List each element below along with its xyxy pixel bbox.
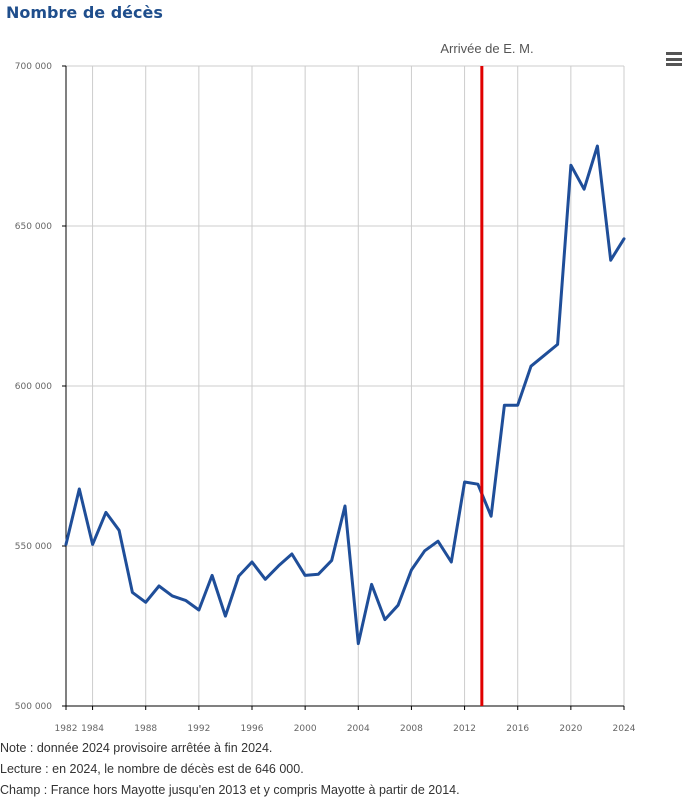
y-tick-label: 700 000 bbox=[15, 62, 52, 72]
em-arrival-label: Arrivée de E. M. bbox=[440, 41, 533, 56]
hamburger-menu-icon[interactable] bbox=[666, 52, 684, 68]
note-text: Note : donnée 2024 provisoire arrêtée à … bbox=[0, 741, 273, 755]
y-tick-label: 550 000 bbox=[15, 542, 52, 552]
chart-title: Nombre de décès bbox=[6, 3, 163, 22]
deaths-series-line bbox=[64, 144, 626, 646]
x-tick-label: 1984 bbox=[81, 724, 104, 734]
x-tick-label: 2012 bbox=[453, 724, 476, 734]
x-tick-label: 2016 bbox=[506, 724, 529, 734]
x-tick-label: 2004 bbox=[347, 724, 370, 734]
x-tick-label: 1996 bbox=[241, 724, 264, 734]
x-tick-label: 2008 bbox=[400, 724, 423, 734]
y-tick-label: 500 000 bbox=[15, 702, 52, 712]
y-tick-label: 600 000 bbox=[15, 382, 52, 392]
scope-text: Champ : France hors Mayotte jusqu'en 201… bbox=[0, 783, 460, 797]
x-tick-label: 1988 bbox=[134, 724, 157, 734]
x-tick-label: 1982 bbox=[55, 724, 78, 734]
x-tick-label: 2020 bbox=[559, 724, 582, 734]
x-tick-label: 2000 bbox=[294, 724, 317, 734]
x-tick-label: 1992 bbox=[187, 724, 210, 734]
y-tick-label: 650 000 bbox=[15, 222, 52, 232]
x-tick-label: 2024 bbox=[613, 724, 636, 734]
reading-text: Lecture : en 2024, le nombre de décès es… bbox=[0, 762, 304, 776]
chart-notes: Note : donnée 2024 provisoire arrêtée à … bbox=[0, 738, 460, 801]
